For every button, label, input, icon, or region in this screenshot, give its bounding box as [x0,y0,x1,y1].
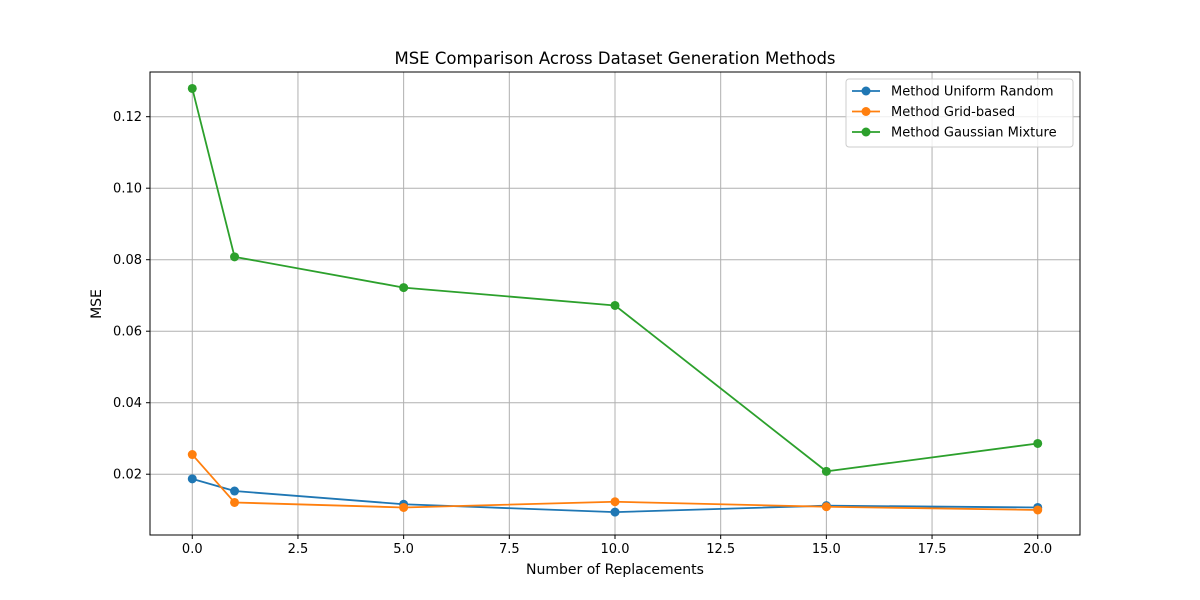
tick-layer: 0.0 2.5 5.0 7.5 10.0 12.5 15.0 17.5 20.0 0.02 0.04… [113,110,1052,557]
data-point [187,450,197,460]
x-tick-label: 15.0 [812,542,841,557]
data-point [187,83,197,93]
x-tick-label: 5.0 [393,542,414,557]
x-tick-label: 17.5 [918,542,947,557]
legend-entry: Method Uniform Random [852,85,1054,100]
legend-marker [861,86,871,96]
grid-layer [150,72,1080,535]
data-point [821,466,831,476]
x-tick-label: 20.0 [1023,542,1052,557]
data-point [821,502,831,512]
legend-label: Method Gaussian Mixture [891,126,1057,141]
data-point [230,486,240,496]
legend-marker [861,107,871,116]
legend: Method Uniform Random Method Grid-based Me… [845,78,1074,148]
data-point [187,474,197,484]
data-point [1033,505,1043,515]
x-tick-label: 2.5 [288,542,309,557]
data-point [230,252,240,262]
data-point [1033,438,1043,448]
legend-label: Method Grid-based [891,105,1015,120]
y-tick-label: 0.08 [113,253,142,268]
data-point [230,497,240,507]
series-line [191,88,1038,473]
y-axis-label: MSE [89,289,105,319]
legend-box [845,78,1074,148]
x-tick-label: 7.5 [499,542,520,557]
series-line [192,478,1038,514]
legend-entry: Method Gaussian Mixture [852,126,1057,141]
series-3 [187,83,1043,476]
y-tick-label: 0.06 [113,325,142,340]
data-point [399,502,409,512]
legend-label: Method Uniform Random [891,85,1054,100]
legend-entry: Method Grid-based [852,105,1015,120]
chart-title: MSE Comparison Across Dataset Generation… [394,49,835,68]
series-layer [187,83,1043,517]
y-tick-label: 0.04 [113,396,142,411]
data-point [399,283,409,293]
legend-marker [861,127,871,137]
y-tick-label: 0.12 [113,110,142,125]
series-line [191,453,1038,511]
x-axis-label: Number of Replacements [526,562,704,578]
y-tick-label: 0.10 [113,182,142,197]
series-2 [187,450,1043,515]
data-point [610,507,620,517]
y-tick-label: 0.02 [113,468,142,483]
data-point [610,497,620,507]
x-tick-label: 0.0 [182,542,203,557]
x-tick-label: 10.0 [601,542,630,557]
x-tick-label: 12.5 [706,542,735,557]
data-point [610,300,620,310]
